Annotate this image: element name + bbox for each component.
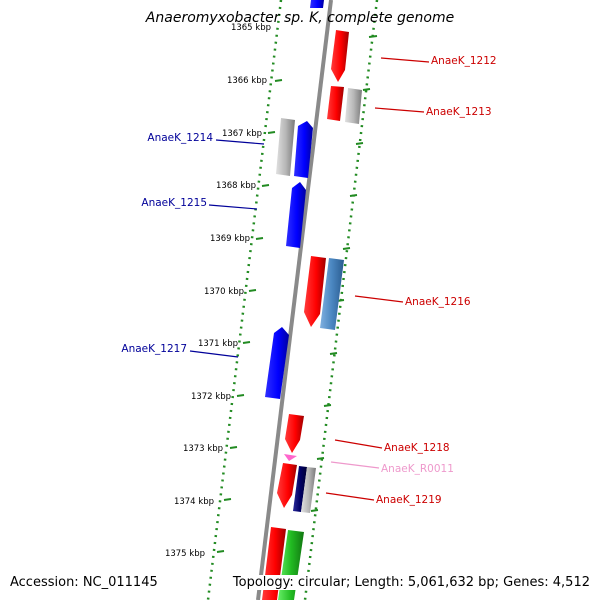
ruler-line-left [206,0,283,601]
ruler-label-1374: 1374 kbp [174,497,214,507]
leader-anaek-1219 [325,492,375,501]
leader-anaek-r0011 [330,461,380,469]
label-leaders [189,57,430,501]
feature-anaek-1217[interactable] [265,327,289,399]
gene-label-anaek-1214[interactable]: AnaeK_1214 [147,132,213,144]
feature-anaek-r0011[interactable] [284,454,297,461]
ruler-labels: 1365 kbp 1366 kbp 1367 kbp 1368 kbp 1369… [165,23,271,559]
ruler-label-1373: 1373 kbp [183,444,223,454]
ruler-label-1367: 1367 kbp [222,129,262,139]
feature-grey-3[interactable] [301,467,316,513]
feature-anaek-1212[interactable] [331,30,349,82]
leader-anaek-1218 [334,439,383,449]
ruler-label-1375: 1375 kbp [165,549,205,559]
feature-anaek-1216[interactable] [304,256,326,327]
gene-label-anaek-1217[interactable]: AnaeK_1217 [121,343,187,355]
ruler-label-1366: 1366 kbp [227,76,267,86]
gene-labels: AnaeK_1212 AnaeK_1213 AnaeK_1214 AnaeK_1… [121,55,496,506]
leader-anaek-1215 [208,204,258,210]
map-title: Anaeromyxobacter sp. K, complete genome [145,10,455,26]
feature-blue-top[interactable] [310,0,324,8]
ruler-label-1365: 1365 kbp [231,23,271,33]
accession-text: Accession: NC_011145 [10,575,158,590]
ruler-label-1369: 1369 kbp [210,234,250,244]
feature-anaek-1214[interactable] [294,121,313,178]
feature-lightblue[interactable] [320,258,344,330]
leader-anaek-1217 [189,350,239,358]
feature-anaek-1219[interactable] [277,463,297,508]
ruler-label-1372: 1372 kbp [191,392,231,402]
leader-anaek-1213 [374,107,425,113]
gene-label-anaek-r0011[interactable]: AnaeK_R0011 [381,463,454,475]
gene-label-anaek-1216[interactable]: AnaeK_1216 [405,296,471,308]
leader-anaek-1212 [380,57,430,63]
gene-label-anaek-1219[interactable]: AnaeK_1219 [376,494,442,506]
feature-grey-1[interactable] [345,88,362,124]
leader-anaek-1214 [215,139,265,145]
features [262,0,362,600]
gene-label-anaek-1213[interactable]: AnaeK_1213 [426,106,492,118]
feature-grey-2[interactable] [276,118,295,176]
gene-label-anaek-1215[interactable]: AnaeK_1215 [141,197,207,209]
feature-navy[interactable] [293,466,307,512]
feature-anaek-1218[interactable] [285,414,304,453]
gene-label-anaek-1218[interactable]: AnaeK_1218 [384,442,450,454]
ruler-label-1368: 1368 kbp [216,181,256,191]
leader-anaek-1216 [354,295,404,303]
gene-label-anaek-1212[interactable]: AnaeK_1212 [431,55,497,67]
topology-text: Topology: circular; Length: 5,061,632 bp… [232,575,590,590]
feature-anaek-1213[interactable] [327,86,344,121]
genome-backbone [256,0,333,601]
ruler-label-1371: 1371 kbp [198,339,238,349]
ruler-label-1370: 1370 kbp [204,287,244,297]
feature-anaek-1215[interactable] [286,182,306,248]
